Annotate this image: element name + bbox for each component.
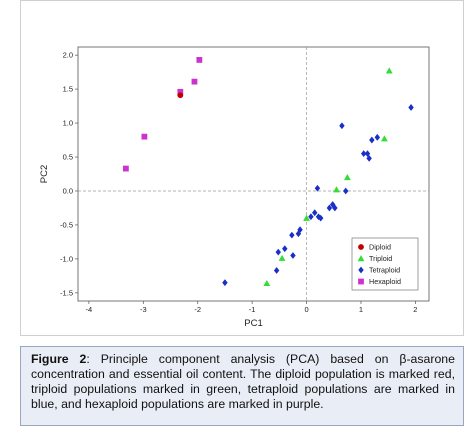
tetraploid-point <box>315 213 322 221</box>
x-tick-label: -3 <box>140 305 147 314</box>
y-axis-label: PC2 <box>39 165 50 183</box>
tetraploid-point <box>289 231 295 239</box>
tetraploid-point <box>360 150 367 158</box>
y-tick-label: 0.0 <box>63 187 73 196</box>
diploid-legend-label: Diploid <box>369 243 391 252</box>
triploid-point <box>380 135 388 142</box>
tetraploid-point <box>314 184 321 192</box>
tetraploid-point <box>332 204 338 212</box>
tetraploid-point <box>273 267 280 274</box>
hexaploid-point <box>196 57 203 63</box>
triploid-point <box>385 67 393 74</box>
tetraploid-point <box>343 187 349 195</box>
tetraploid-point <box>326 204 333 212</box>
tetraploid-point <box>364 150 371 158</box>
tetraploid-point <box>339 122 345 130</box>
plot-panel: -4 -3 -2 -1 0 1 2 -1.5 -1.0 -0.5 0.0 0.5 1.0 1.5 2.0 D… <box>20 0 464 336</box>
tetraploid-point <box>312 209 318 217</box>
triploid-point <box>303 214 310 221</box>
tetraploid-point <box>317 214 324 222</box>
triploid-point <box>263 279 271 287</box>
hexaploid-point <box>177 88 184 95</box>
x-axis-label: PC1 <box>244 318 262 329</box>
figure-caption: Figure 2: Principle component analysis (… <box>20 346 464 426</box>
caption-label: Figure 2 <box>31 352 87 366</box>
hexaploid-point <box>122 165 129 172</box>
y-tick-label: 1.0 <box>63 119 73 128</box>
diploid-legend-marker <box>358 244 364 250</box>
tetraploid-point <box>369 136 375 144</box>
y-tick-label: -1.5 <box>60 288 73 297</box>
triploid-point <box>343 173 351 181</box>
tetraploid-point <box>408 104 414 111</box>
tetraploid-point <box>295 230 302 238</box>
tetraploid-point <box>290 252 296 259</box>
hexaploid-legend-label: Hexaploid <box>369 277 401 286</box>
triploid-legend-label: Triploid <box>369 254 392 263</box>
triploid-point <box>333 186 340 193</box>
pca-scatter-plot: -4 -3 -2 -1 0 1 2 -1.5 -1.0 -0.5 0.0 0.5 1.0 1.5 2.0 D… <box>39 46 430 329</box>
tetraploid-point <box>366 154 372 162</box>
hexaploid-legend-marker <box>358 278 364 285</box>
x-tick-label: -4 <box>86 305 93 314</box>
tetraploid-point <box>374 133 381 141</box>
x-tick-label: -1 <box>249 305 256 314</box>
hexaploid-point <box>141 133 148 140</box>
triploid-point <box>278 254 286 261</box>
tetraploid-legend-label: Tetraploid <box>369 266 400 275</box>
y-tick-label: -0.5 <box>60 221 73 230</box>
caption-text: : Principle component analysis (PCA) bas… <box>31 352 455 411</box>
y-tick-label: 0.5 <box>63 153 73 162</box>
tetraploid-legend-marker <box>358 266 364 274</box>
x-tick-label: -2 <box>194 305 201 314</box>
triploid-legend-marker <box>357 255 365 262</box>
y-tick-label: 1.5 <box>63 85 73 94</box>
x-tick-label: 0 <box>304 305 308 314</box>
y-tick-label: 2.0 <box>63 51 73 60</box>
diploid-point <box>177 92 184 99</box>
x-tick-label: 1 <box>359 305 363 314</box>
x-tick-label: 2 <box>413 305 417 314</box>
tetraploid-point <box>308 213 314 221</box>
hexaploid-point <box>191 78 198 85</box>
tetraploid-point <box>282 245 288 253</box>
tetraploid-point <box>222 279 228 287</box>
y-tick-label: -1.0 <box>60 254 73 263</box>
